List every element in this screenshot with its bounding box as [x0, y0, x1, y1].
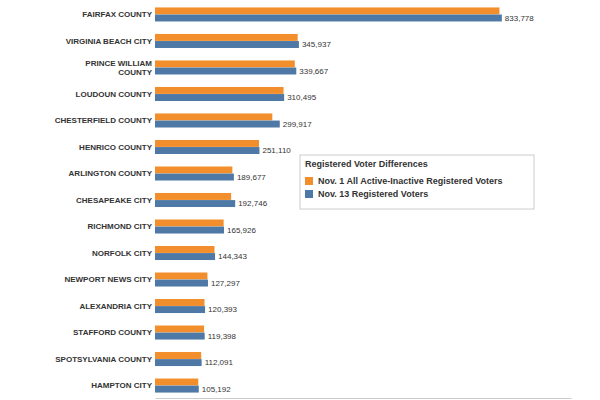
category-tick: HAMPTON CITY — [91, 381, 152, 390]
bar — [155, 140, 259, 147]
bar — [155, 253, 215, 260]
bar — [155, 41, 299, 48]
bar — [155, 200, 235, 207]
category-tick: NEWPORT NEWS CITY — [64, 275, 152, 284]
legend-title: Registered Voter Differences — [305, 159, 428, 169]
bar — [155, 15, 502, 22]
bar — [155, 359, 202, 366]
bar — [155, 219, 224, 226]
category-label: HENRICO COUNTY — [79, 143, 153, 152]
category-tick: LOUDOUN COUNTY — [76, 90, 153, 99]
data-label: 165,926 — [227, 226, 256, 235]
value-axis-line — [156, 398, 572, 399]
bar — [155, 121, 280, 128]
bar — [155, 379, 198, 386]
category-tick: RICHMOND CITY — [88, 222, 153, 231]
category-label: FAIRFAX COUNTY — [82, 10, 152, 19]
bar — [155, 113, 272, 120]
data-label: 192,746 — [238, 199, 267, 208]
category-tick: STAFFORD COUNTY — [73, 328, 153, 337]
category-label: ARLINGTON COUNTY — [69, 169, 153, 178]
data-label: 119,398 — [208, 332, 237, 341]
category-tick: ARLINGTON COUNTY — [69, 169, 153, 178]
category-label: RICHMOND CITY — [88, 222, 153, 231]
bar — [155, 147, 259, 154]
bar — [155, 7, 499, 14]
category-label: HAMPTON CITY — [91, 381, 152, 390]
bar — [155, 273, 207, 280]
legend-swatch — [305, 177, 313, 185]
bar — [155, 386, 199, 393]
bar — [155, 193, 231, 200]
data-label: 105,192 — [202, 385, 231, 394]
category-label: ALEXANDRIA CITY — [79, 302, 152, 311]
category-tick: NORFOLK CITY — [92, 249, 153, 258]
data-label: 345,937 — [302, 40, 331, 49]
bar — [155, 34, 298, 41]
category-tick: VIRGINIA BEACH CITY — [66, 37, 153, 46]
chart: FAIRFAX COUNTY VIRGINIA BEACH CITY PRINCE … — [0, 0, 600, 400]
category-label: CHESTERFIELD COUNTY — [55, 116, 153, 125]
value-axis — [156, 398, 572, 399]
category-tick: PRINCE WILLIAMCOUNTY — [85, 59, 152, 77]
data-label: 127,297 — [211, 279, 240, 288]
bar — [155, 174, 234, 181]
legend-entry: Nov. 13 Registered Voters — [318, 189, 428, 199]
bar — [155, 87, 284, 94]
data-label: 112,091 — [205, 358, 234, 367]
data-label: 310,495 — [287, 93, 316, 102]
bar — [155, 166, 232, 173]
category-label: NORFOLK CITY — [92, 249, 153, 258]
category-label: PRINCE WILLIAMCOUNTY — [85, 59, 152, 77]
category-label: SPOTSYLVANIA COUNTY — [55, 355, 152, 364]
data-label: 120,393 — [208, 305, 237, 314]
category-axis: FAIRFAX COUNTY VIRGINIA BEACH CITY PRINCE … — [55, 10, 153, 390]
bar — [155, 352, 201, 359]
bar — [155, 306, 205, 313]
legend: Registered Voter Differences Nov. 1 All A… — [300, 155, 534, 209]
category-tick: CHESTERFIELD COUNTY — [55, 116, 153, 125]
category-tick: HENRICO COUNTY — [79, 143, 153, 152]
data-label: 251,110 — [262, 146, 291, 155]
data-label: 339,667 — [299, 67, 328, 76]
category-tick: FAIRFAX COUNTY — [82, 10, 152, 19]
legend-swatch — [305, 190, 313, 198]
category-label: CHESAPEAKE CITY — [76, 196, 153, 205]
bar — [155, 94, 284, 101]
data-labels: 833,778 345,937 339,667 310,495 299,917 251,1… — [202, 14, 535, 394]
bar — [155, 333, 205, 340]
data-label: 144,343 — [218, 252, 247, 261]
data-label: 189,677 — [237, 173, 266, 182]
bar — [155, 280, 208, 287]
data-label: 299,917 — [283, 120, 312, 129]
category-label: STAFFORD COUNTY — [73, 328, 153, 337]
bar — [155, 326, 204, 333]
legend-entry: Nov. 1 All Active-Inactive Registered Vo… — [318, 176, 503, 186]
bar — [155, 227, 224, 234]
category-tick: SPOTSYLVANIA COUNTY — [55, 355, 152, 364]
category-tick: ALEXANDRIA CITY — [79, 302, 152, 311]
bar — [155, 246, 214, 253]
category-label: NEWPORT NEWS CITY — [64, 275, 152, 284]
legend-box — [300, 155, 534, 209]
bar — [155, 60, 295, 67]
data-label: 833,778 — [505, 14, 534, 23]
bar — [155, 68, 296, 75]
category-label: LOUDOUN COUNTY — [76, 90, 153, 99]
category-tick: CHESAPEAKE CITY — [76, 196, 153, 205]
bar — [155, 299, 205, 306]
category-label: VIRGINIA BEACH CITY — [66, 37, 153, 46]
